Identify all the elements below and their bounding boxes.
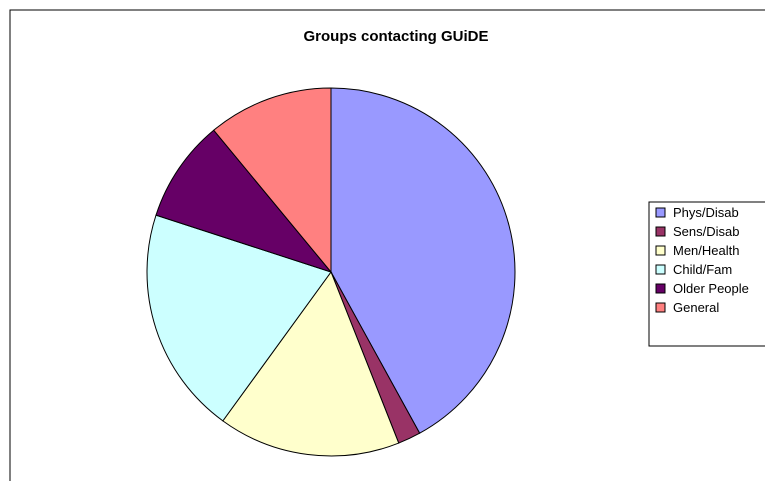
legend-label-older-people: Older People (673, 281, 749, 296)
legend-box (648, 201, 765, 347)
pie-slice-child-fam (146, 214, 332, 422)
legend-swatch-child-fam (655, 264, 666, 275)
legend-swatch-phys-disab (655, 207, 666, 218)
pie-slice-general (213, 87, 332, 274)
legend-label-sens-disab: Sens/Disab (673, 224, 739, 239)
pie-slice-phys-disab (330, 87, 516, 434)
legend-label-general: General (673, 300, 719, 315)
legend-label-child-fam: Child/Fam (673, 262, 732, 277)
chart-title: Groups contacting GUiDE (303, 28, 488, 45)
legend-swatch-older-people (655, 283, 666, 294)
legend-swatch-men-health (655, 245, 666, 256)
legend-swatch-sens-disab (655, 226, 666, 237)
chart-border (9, 9, 765, 481)
pie-slice-older-people (155, 129, 333, 274)
legend-swatch-general (655, 302, 666, 313)
pie-slices (146, 87, 516, 457)
legend-label-phys-disab: Phys/Disab (673, 205, 739, 220)
legend: Phys/Disab Sens/Disab Men/Health Child/Fam O… (648, 201, 765, 347)
legend-label-men-health: Men/Health (673, 243, 739, 258)
pie-slice-men-health (222, 270, 400, 457)
